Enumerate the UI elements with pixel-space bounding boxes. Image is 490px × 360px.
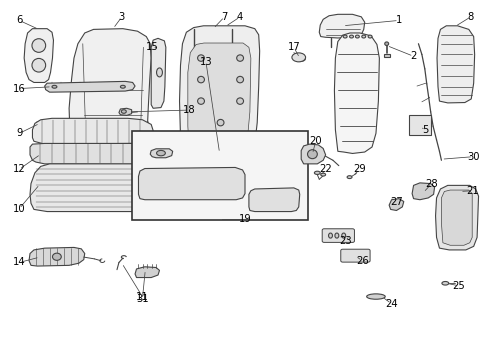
Text: 8: 8 xyxy=(467,12,474,22)
Ellipse shape xyxy=(121,85,125,88)
Bar xyxy=(145,150,157,160)
Ellipse shape xyxy=(385,42,389,45)
Text: 21: 21 xyxy=(466,186,479,196)
Text: 2: 2 xyxy=(411,51,417,61)
Ellipse shape xyxy=(315,171,320,175)
Text: 9: 9 xyxy=(16,129,23,138)
Ellipse shape xyxy=(237,98,244,104)
Ellipse shape xyxy=(157,68,162,77)
Polygon shape xyxy=(119,108,132,116)
Polygon shape xyxy=(301,144,326,164)
Polygon shape xyxy=(334,33,379,153)
Ellipse shape xyxy=(347,176,352,179)
Ellipse shape xyxy=(335,233,339,238)
Polygon shape xyxy=(412,183,435,200)
Polygon shape xyxy=(319,14,365,38)
FancyBboxPatch shape xyxy=(322,229,354,242)
Text: 16: 16 xyxy=(13,84,25,94)
Polygon shape xyxy=(249,188,300,212)
Ellipse shape xyxy=(52,253,61,260)
Ellipse shape xyxy=(32,58,46,72)
Text: 4: 4 xyxy=(237,12,243,22)
Ellipse shape xyxy=(362,35,366,38)
Polygon shape xyxy=(45,81,135,92)
Text: 7: 7 xyxy=(221,12,228,22)
Polygon shape xyxy=(30,164,156,212)
Text: 12: 12 xyxy=(13,164,25,174)
Text: 25: 25 xyxy=(453,281,466,291)
Polygon shape xyxy=(389,199,404,211)
Polygon shape xyxy=(437,26,475,103)
Polygon shape xyxy=(179,26,260,153)
Ellipse shape xyxy=(368,35,372,38)
FancyBboxPatch shape xyxy=(341,249,370,262)
Ellipse shape xyxy=(349,35,353,38)
Ellipse shape xyxy=(442,282,449,285)
Ellipse shape xyxy=(197,76,204,83)
Ellipse shape xyxy=(292,53,306,62)
Bar xyxy=(409,116,431,135)
Text: 17: 17 xyxy=(288,42,300,52)
Ellipse shape xyxy=(52,85,57,88)
Polygon shape xyxy=(30,143,157,164)
Ellipse shape xyxy=(355,35,359,38)
Ellipse shape xyxy=(122,110,126,113)
Text: 3: 3 xyxy=(119,12,125,22)
Ellipse shape xyxy=(342,233,345,238)
Polygon shape xyxy=(188,43,251,144)
Ellipse shape xyxy=(237,76,244,83)
Polygon shape xyxy=(29,247,85,266)
Text: 15: 15 xyxy=(146,42,159,52)
Text: 26: 26 xyxy=(356,256,368,266)
Polygon shape xyxy=(135,267,159,278)
Ellipse shape xyxy=(197,55,204,61)
Polygon shape xyxy=(32,118,153,144)
Text: 27: 27 xyxy=(390,197,403,207)
Text: 22: 22 xyxy=(319,164,332,174)
Polygon shape xyxy=(150,149,172,158)
Text: 13: 13 xyxy=(199,57,212,67)
Bar xyxy=(384,54,390,57)
Ellipse shape xyxy=(308,150,318,159)
Ellipse shape xyxy=(32,39,46,52)
Ellipse shape xyxy=(217,120,224,126)
Polygon shape xyxy=(193,28,233,137)
Text: 6: 6 xyxy=(16,15,23,26)
Text: 23: 23 xyxy=(339,236,351,246)
Ellipse shape xyxy=(157,150,165,156)
Ellipse shape xyxy=(237,55,244,61)
Text: 5: 5 xyxy=(422,125,429,135)
Text: 14: 14 xyxy=(13,257,25,267)
Text: 31: 31 xyxy=(136,294,148,304)
Text: 19: 19 xyxy=(239,215,251,224)
Polygon shape xyxy=(151,39,166,108)
Text: 20: 20 xyxy=(310,136,322,145)
Ellipse shape xyxy=(329,233,332,238)
Ellipse shape xyxy=(367,294,385,299)
Ellipse shape xyxy=(321,173,326,176)
Polygon shape xyxy=(24,29,53,82)
Polygon shape xyxy=(441,190,472,245)
Text: 28: 28 xyxy=(425,179,438,189)
Text: 11: 11 xyxy=(136,292,149,302)
Text: 10: 10 xyxy=(13,204,25,214)
Ellipse shape xyxy=(343,35,347,38)
Bar xyxy=(132,131,308,220)
Text: 30: 30 xyxy=(467,152,479,162)
Polygon shape xyxy=(436,185,479,250)
Text: 1: 1 xyxy=(396,15,402,26)
Ellipse shape xyxy=(197,98,204,104)
Text: 18: 18 xyxy=(182,105,195,115)
Text: 24: 24 xyxy=(385,299,398,309)
Polygon shape xyxy=(139,167,245,200)
Text: 29: 29 xyxy=(353,164,366,174)
Polygon shape xyxy=(69,29,151,155)
